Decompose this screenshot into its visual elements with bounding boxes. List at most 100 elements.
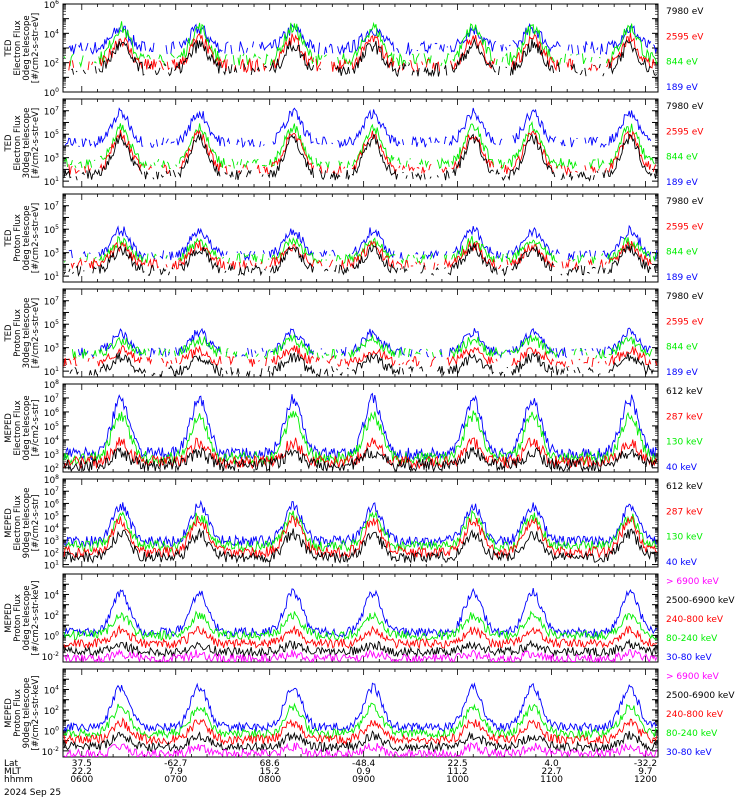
legend-entry: 80-240 keV <box>666 729 718 739</box>
legend-entry: 287 keV <box>666 412 703 422</box>
y-axis-title-line: Electron Flux <box>13 495 23 550</box>
series-line <box>63 648 658 664</box>
y-axis-title-line: MEPED <box>4 508 14 538</box>
y-axis-title-line: Proton Flux <box>13 214 23 262</box>
date-label: 2024 Sep 25 <box>4 788 61 798</box>
y-tick-label: 105 <box>44 421 59 433</box>
y-tick-label: 101 <box>44 560 59 572</box>
series-line <box>63 730 657 753</box>
y-axis-title-line: Proton Flux <box>13 309 23 357</box>
y-axis-title-line: TED <box>4 134 14 153</box>
series-line <box>63 392 658 462</box>
y-ticks <box>63 478 658 567</box>
y-axis-title-line: [#/cm2-s-str-eV] <box>31 203 41 273</box>
y-tick-label: 102 <box>44 610 59 622</box>
x-row-value: 9.7 <box>638 767 652 777</box>
y-axis-title-line: [#/cm2-s-str] <box>31 495 41 552</box>
y-tick-label: 104 <box>44 684 59 696</box>
series-line <box>63 624 657 650</box>
y-ticks <box>63 668 658 757</box>
y-ticks <box>63 3 658 93</box>
legend-entry: 612 keV <box>666 482 703 492</box>
y-axis-title: MEPED Electron Flux 0deg telescope [#/cm2-s… <box>4 395 41 460</box>
series-line <box>68 224 658 262</box>
y-axis-title-line: Electron Flux <box>13 115 23 170</box>
y-axis-title-line: TED <box>4 39 14 58</box>
y-axis-title-line: 30deg telescope <box>22 108 32 179</box>
x-row-value: 0800 <box>258 775 281 785</box>
y-axis-title-line: MEPED <box>4 698 14 728</box>
y-axis-title-line: [#/cm2-s-str-keV] <box>31 676 41 751</box>
series-line <box>68 22 658 57</box>
y-tick-label: 106 <box>44 0 59 11</box>
y-tick-label: 107 <box>44 296 59 308</box>
x-row-value: 1000 <box>446 775 469 785</box>
legend-entry: > 6900 keV <box>666 672 720 682</box>
y-tick-label: 107 <box>44 393 59 405</box>
x-row-value: -48.4 <box>352 759 376 769</box>
y-tick-label: 104 <box>44 435 59 447</box>
y-axis-title-line: 0deg telescope <box>22 205 32 270</box>
y-tick-label: 107 <box>44 486 59 498</box>
legend-entry: 240-800 keV <box>666 615 724 625</box>
y-tick-label: 102 <box>44 547 59 559</box>
x-row-label: MLT <box>4 767 22 777</box>
y-axis-title-line: 0deg telescope <box>22 15 32 80</box>
y-tick-label: 105 <box>44 224 59 236</box>
legend-entry: 130 keV <box>666 438 703 448</box>
legend-entry: 612 keV <box>666 387 703 397</box>
legend-entry: 7980 eV <box>666 292 704 302</box>
legend-entry: 30-80 keV <box>666 653 712 663</box>
series-line <box>69 352 654 378</box>
legend-entry: 40 keV <box>666 558 698 568</box>
series-line <box>63 437 658 470</box>
x-row-value: 0900 <box>352 775 375 785</box>
series-line <box>65 108 655 148</box>
x-row-value: 7.9 <box>169 767 184 777</box>
x-axis-annotation: 2024 Sep 25 Lat 37.5 -62.7 68.6 -48.4 22.5 4.0… <box>4 759 657 798</box>
y-axis-title-line: [#/cm2-s-str-keV] <box>31 581 41 656</box>
legend-entry: > 6900 keV <box>666 577 720 587</box>
y-axis-title-line: 90deg telescope <box>22 678 32 749</box>
series-line <box>78 328 654 358</box>
y-axis-title-line: Proton Flux <box>13 594 23 642</box>
legend-entry: 7980 eV <box>666 197 704 207</box>
series-line <box>63 243 657 277</box>
legend-entry: 844 eV <box>666 58 699 68</box>
y-axis-title-line: 30deg telescope <box>22 298 32 369</box>
y-tick-label: 10-2 <box>42 651 60 663</box>
x-row-value: 37.5 <box>72 759 92 769</box>
y-tick-label: 103 <box>44 153 59 165</box>
series-line <box>70 240 653 271</box>
panel-frame <box>62 193 659 283</box>
y-axis-title: TED Proton Flux 0deg telescope [#/cm2-s-str… <box>4 203 41 273</box>
x-row-value: 0600 <box>70 775 93 785</box>
series-line <box>63 717 658 746</box>
y-axis-title: MEPED Electron Flux 90deg telescope [#/cm2-… <box>4 488 41 559</box>
y-axis-title-line: [#/cm2-s-str-eV] <box>31 298 41 368</box>
x-row-value: 15.2 <box>260 767 280 777</box>
y-tick-label: 105 <box>44 129 59 141</box>
legend-entry: 2595 eV <box>666 317 704 327</box>
series-line <box>63 638 658 658</box>
x-row-value: -32.2 <box>634 759 657 769</box>
panel-frame <box>62 288 659 378</box>
y-axis-title-line: 0deg telescope <box>22 395 32 460</box>
series-line <box>63 527 658 564</box>
y-axis-title-line: TED <box>4 229 14 248</box>
panel-frame <box>62 478 659 568</box>
y-axis-title-line: MEPED <box>4 413 14 443</box>
x-row-value: 22.5 <box>448 759 468 769</box>
legend-entry: 240-800 keV <box>666 710 724 720</box>
legend-entry: 2500-6900 keV <box>666 596 735 606</box>
legend-entry: 844 eV <box>666 153 699 163</box>
y-tick-label: 102 <box>44 463 59 475</box>
legend-entry: 2595 eV <box>666 32 704 42</box>
series-line <box>63 682 658 734</box>
y-axis-title-line: 0deg telescope <box>22 585 32 650</box>
y-tick-label: 106 <box>44 498 59 510</box>
y-tick-label: 105 <box>44 511 59 523</box>
